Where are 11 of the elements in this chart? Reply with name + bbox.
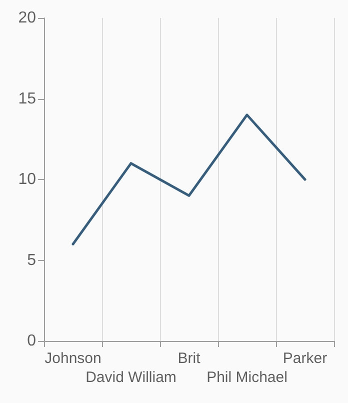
x-tick-label: Phil Michael [206, 369, 288, 386]
y-tick-label: 0 [27, 332, 36, 350]
line-series [72, 114, 306, 246]
x-tick-label: David William [86, 369, 176, 386]
x-tick-label: Parker [282, 350, 328, 367]
y-tick-label: 15 [18, 90, 36, 108]
y-tick-label: 20 [18, 10, 36, 26]
y-tick-label: 10 [18, 171, 36, 188]
x-tick-label: Brit [178, 350, 202, 367]
y-tick-label: 5 [27, 252, 36, 269]
x-tick-label: Johnson [44, 350, 102, 367]
